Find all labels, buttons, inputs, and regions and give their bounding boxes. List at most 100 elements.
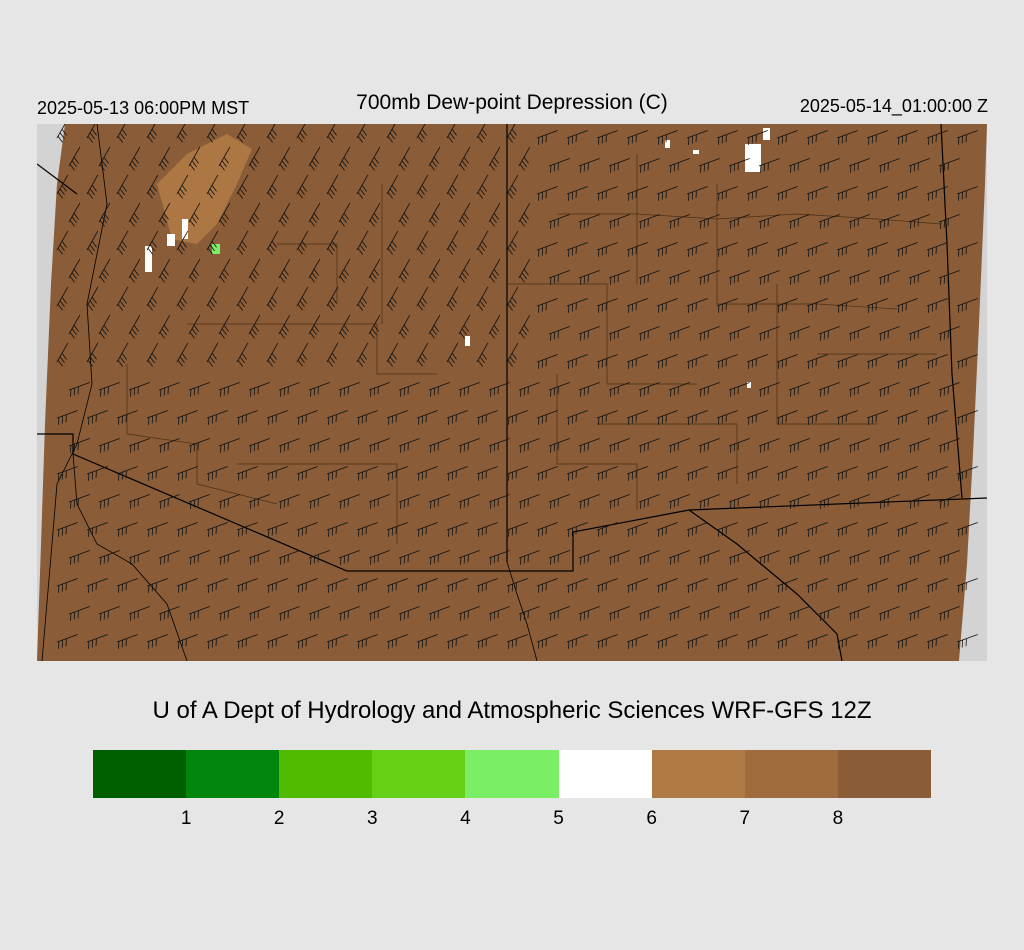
wind-barb (146, 522, 168, 537)
wind-barb (86, 286, 99, 311)
wind-barb (908, 550, 930, 565)
color-swatch-3 (279, 750, 373, 798)
wind-barb (428, 146, 441, 171)
wind-barb (578, 550, 600, 565)
wind-barb (536, 242, 558, 257)
wind-barb (956, 242, 978, 257)
wind-barb (746, 354, 768, 369)
wind-barb (248, 606, 270, 621)
wind-barb (176, 342, 189, 367)
wind-barb (128, 202, 141, 227)
wind-barb (278, 202, 291, 227)
wind-barb (626, 242, 648, 257)
wind-barb (206, 578, 228, 593)
wind-barb (956, 634, 978, 649)
wind-barb (956, 298, 978, 313)
wind-barb (866, 242, 888, 257)
wind-barb (296, 634, 318, 649)
wind-barb (416, 522, 438, 537)
wind-barb (728, 158, 750, 173)
wind-barb (956, 186, 978, 201)
wind-barb (896, 634, 918, 649)
wind-barb (656, 634, 678, 649)
color-scale-ticks: 1 2 3 4 5 6 7 8 (93, 808, 931, 838)
wind-barb (548, 214, 570, 229)
wind-barb (218, 550, 240, 565)
wind-barb (116, 286, 129, 311)
wind-barb (596, 578, 618, 593)
wind-barb (506, 230, 519, 255)
wind-barb (518, 438, 540, 453)
wind-barb (596, 466, 618, 481)
wind-barb (116, 124, 127, 143)
wind-barb (398, 550, 420, 565)
wind-barb (536, 634, 558, 649)
wind-barb (446, 342, 459, 367)
wind-barb (668, 382, 690, 397)
wind-barb (896, 130, 918, 145)
wind-barb (836, 578, 858, 593)
wind-barb (836, 298, 858, 313)
wind-barb (278, 258, 291, 283)
wind-barb (548, 494, 570, 509)
wind-barb (626, 354, 648, 369)
wind-barb (938, 326, 960, 341)
wind-barb (536, 354, 558, 369)
wind-barb (116, 230, 129, 255)
wind-barb (206, 634, 228, 649)
wind-barb (608, 214, 630, 229)
wind-barb (326, 230, 339, 255)
wind-barb (368, 494, 390, 509)
wind-barb (908, 382, 930, 397)
wind-barb (656, 130, 678, 145)
wind-barb (248, 258, 261, 283)
wind-barb (806, 522, 828, 537)
wind-barb (296, 124, 307, 143)
wind-barb (578, 270, 600, 285)
wind-barb (536, 298, 558, 313)
wind-barb (896, 298, 918, 313)
wind-barb (548, 550, 570, 565)
wind-barb (788, 270, 810, 285)
wind-barb (758, 158, 780, 173)
wind-barb (518, 314, 531, 339)
wind-barb (248, 146, 261, 171)
wind-barb (788, 382, 810, 397)
wind-barb (488, 382, 510, 397)
wind-barb (818, 438, 840, 453)
wind-barb (686, 522, 708, 537)
wind-barb (806, 634, 828, 649)
wind-barb (626, 466, 648, 481)
wind-barb (638, 438, 660, 453)
wind-barb (836, 410, 858, 425)
wind-barb (176, 634, 198, 649)
wind-barb (938, 606, 960, 621)
wind-barb (68, 382, 90, 397)
dewpoint-depression-map (37, 124, 987, 661)
wind-barb (698, 494, 720, 509)
wind-barb (68, 314, 81, 339)
wind-barb (806, 578, 828, 593)
wind-barb (356, 342, 369, 367)
wind-barb (386, 410, 408, 425)
wind-barb (626, 410, 648, 425)
wind-barb (338, 258, 351, 283)
wind-barb (446, 174, 459, 199)
wind-barb (836, 354, 858, 369)
wind-barb (296, 230, 309, 255)
wind-barbs (56, 124, 978, 649)
wind-barb (338, 146, 351, 171)
wind-barb (788, 606, 810, 621)
wind-barb (848, 494, 870, 509)
wind-barb (188, 146, 201, 171)
wind-barb (716, 354, 738, 369)
wind-barb (356, 230, 369, 255)
wind-barb (956, 578, 978, 593)
wind-barb (476, 230, 489, 255)
wind-barb (638, 326, 660, 341)
wind-barb (266, 466, 288, 481)
wind-barb (806, 298, 828, 313)
wind-barb (218, 494, 240, 509)
wind-barb (608, 326, 630, 341)
wind-barb (788, 158, 810, 173)
